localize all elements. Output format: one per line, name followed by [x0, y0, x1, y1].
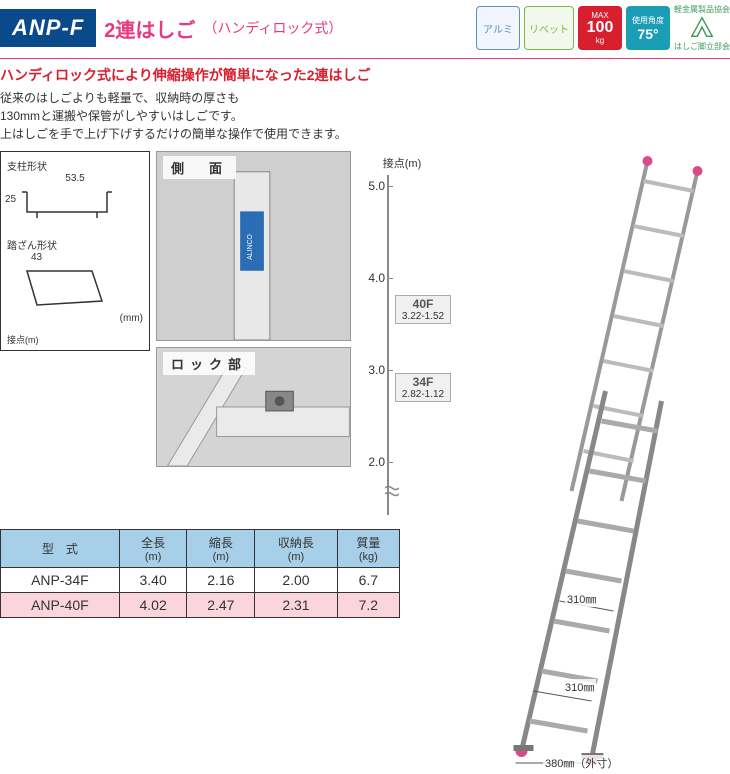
step-shape-label: 踏ざん形状 — [7, 237, 143, 252]
photo-column: 側 面 ALINCO ロック部 — [156, 151, 351, 515]
badge-angle-value: 75° — [637, 26, 658, 42]
svg-text:ALINCO: ALINCO — [247, 234, 254, 260]
scale-tag-40f: 40F 3.22-1.52 — [395, 295, 451, 324]
scale-title: 接点(m) — [357, 155, 447, 171]
badge-row: アルミ リベット MAX 100 kg 使用角度 75° 軽金属製品協会 はしご… — [476, 4, 730, 52]
cell-model: ANP-40F — [1, 593, 120, 618]
product-title: 2連はしご — [104, 14, 195, 43]
badge-aluminum: アルミ — [476, 6, 520, 50]
ladder-illustration: 310㎜ 310㎜ 380㎜（外寸） — [453, 151, 730, 771]
scale-tick: 5.0 — [359, 179, 385, 193]
badge-max-load: MAX 100 kg — [578, 6, 622, 50]
association-icon — [688, 15, 716, 39]
cell-mass: 7.2 — [337, 593, 399, 618]
shape-diagram-box: 支柱形状 53.5 25 踏ざん形状 43 (mm) 接点(m) — [0, 151, 150, 515]
th-stow: 収納長(m) — [255, 530, 337, 568]
pillar-height: 25 — [5, 194, 16, 205]
badge-max-unit: kg — [596, 36, 604, 45]
cell-mass: 6.7 — [337, 568, 399, 593]
badge-rivet-label: リベット — [529, 21, 569, 36]
height-scale: 接点(m) 5.0 4.0 3.0 2.0 40F 3.22-1.52 34F — [357, 151, 447, 515]
main-layout: 支柱形状 53.5 25 踏ざん形状 43 (mm) 接点(m) — [0, 151, 730, 771]
photo-side-label: 側 面 — [163, 156, 236, 179]
cell-model: ANP-34F — [1, 568, 120, 593]
desc-line-2: 130mmと運搬や保管がしやすいはしごです。 — [0, 107, 730, 125]
badge-aluminum-label: アルミ — [483, 21, 513, 36]
cell-short: 2.47 — [187, 593, 255, 618]
scale-break-icon — [385, 485, 399, 497]
scale-tick: 2.0 — [359, 455, 385, 469]
step-width: 43 — [31, 252, 143, 263]
desc-line-1: 従来のはしごよりも軽量で、収納時の厚さも — [0, 89, 730, 107]
pillar-shape-label: 支柱形状 — [7, 158, 143, 173]
step-shape-icon — [7, 263, 127, 313]
th-short: 縮長(m) — [187, 530, 255, 568]
pillar-shape-icon — [7, 184, 127, 224]
spec-table: 型 式 全長(m) 縮長(m) 収納長(m) 質量(kg) ANP-34F 3.… — [0, 529, 400, 618]
badge-max-value: 100 — [587, 20, 614, 36]
table-row: ANP-40F 4.02 2.47 2.31 7.2 — [1, 593, 400, 618]
cell-full: 3.40 — [119, 568, 187, 593]
cell-full: 4.02 — [119, 593, 187, 618]
scale-tick: 4.0 — [359, 271, 385, 285]
association-mark: 軽金属製品協会 はしご脚立部会 — [674, 4, 730, 52]
dim-upper: 310㎜ — [565, 591, 598, 607]
product-subtitle: （ハンディロック式） — [203, 18, 342, 38]
scale-tag-range: 3.22-1.52 — [399, 311, 447, 322]
scale-tag-name: 34F — [399, 375, 447, 389]
cell-stow: 2.00 — [255, 568, 337, 593]
model-code: ANP-F — [0, 9, 96, 47]
table-row: ANP-34F 3.40 2.16 2.00 6.7 — [1, 568, 400, 593]
th-mass: 質量(kg) — [337, 530, 399, 568]
shape-unit: (mm) — [120, 313, 143, 324]
desc-line-3: 上はしごを手で上げ下げするだけの簡単な操作で使用できます。 — [0, 125, 730, 143]
tagline: ハンディロック式により伸縮操作が簡単になった2連はしご — [0, 65, 730, 85]
photo-lock-label: ロック部 — [163, 352, 255, 375]
badge-angle-label: 使用角度 — [632, 15, 664, 26]
th-full: 全長(m) — [119, 530, 187, 568]
th-model: 型 式 — [1, 530, 120, 568]
scale-tick: 3.0 — [359, 363, 385, 377]
scale-tag-range: 2.82-1.12 — [399, 389, 447, 400]
dim-base: 380㎜（外寸） — [543, 755, 620, 771]
header-bar: ANP-F 2連はしご （ハンディロック式） アルミ リベット MAX 100 … — [0, 0, 730, 56]
header-divider — [0, 58, 730, 59]
cell-stow: 2.31 — [255, 593, 337, 618]
photo-lock-mechanism: ロック部 — [156, 347, 351, 467]
photo-side-view: 側 面 ALINCO — [156, 151, 351, 341]
shape-contact-note: 接点(m) — [7, 333, 39, 346]
association-bottom: はしご脚立部会 — [674, 41, 730, 52]
cell-short: 2.16 — [187, 568, 255, 593]
scale-tag-name: 40F — [399, 297, 447, 311]
badge-angle: 使用角度 75° — [626, 6, 670, 50]
association-top: 軽金属製品協会 — [674, 4, 730, 15]
dim-lower: 310㎜ — [563, 679, 596, 695]
description: 従来のはしごよりも軽量で、収納時の厚さも 130mmと運搬や保管がしやすいはしご… — [0, 89, 730, 143]
badge-rivet: リベット — [524, 6, 574, 50]
pillar-width: 53.5 — [7, 173, 143, 184]
ladder-icon — [453, 151, 730, 771]
scale-tag-34f: 34F 2.82-1.12 — [395, 373, 451, 402]
